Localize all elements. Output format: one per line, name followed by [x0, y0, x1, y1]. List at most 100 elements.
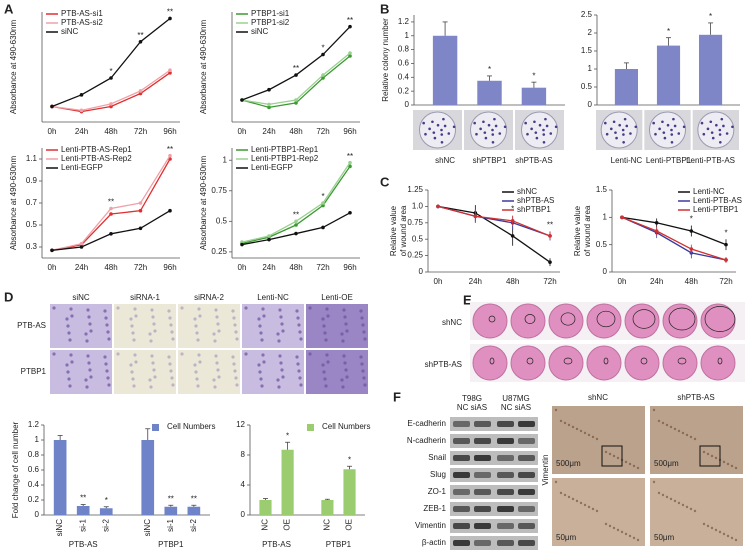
cell [296, 362, 300, 366]
column-label: shPTB-AS [677, 393, 714, 402]
panel-label: F [393, 389, 401, 404]
stain [612, 526, 616, 530]
stain [591, 435, 595, 439]
stain [575, 499, 579, 503]
point [168, 71, 172, 75]
colony [483, 131, 487, 134]
stain [661, 421, 665, 425]
y-axis-label: Absorbance at 490-630nm [9, 156, 18, 251]
x-tick-label: 72h [316, 127, 329, 136]
bar [656, 45, 681, 105]
stain [677, 501, 681, 505]
tumor [563, 357, 573, 365]
legend-label: Lenti-PTBP1-Rep2 [251, 154, 319, 163]
cell [344, 368, 348, 372]
stain [628, 462, 632, 466]
cell [148, 378, 152, 382]
y-tick-label: 0.4 [28, 480, 40, 489]
band [474, 540, 491, 546]
legend-label: Lenti-PTB-AS [693, 196, 742, 205]
cell [107, 383, 111, 387]
bar [187, 506, 201, 515]
stain [689, 435, 693, 439]
panel-label: B [380, 1, 389, 16]
cell [326, 360, 330, 364]
cell [148, 332, 152, 336]
column-label: Lenti-OE [321, 293, 353, 302]
cell [258, 324, 262, 328]
brain-slice [662, 303, 698, 339]
cell [130, 370, 134, 374]
legend-swatch [307, 424, 314, 431]
tumor [489, 357, 495, 365]
cell [150, 308, 154, 312]
colony [604, 121, 607, 125]
significance: ** [347, 152, 353, 161]
blot-strip [450, 468, 538, 482]
y-axis-label: of wound area [583, 205, 592, 256]
point [138, 89, 143, 93]
cell [280, 368, 284, 372]
stain [681, 503, 685, 507]
micrograph [114, 350, 176, 394]
bar [521, 87, 547, 105]
cell [359, 355, 363, 359]
tumor [717, 357, 723, 365]
cell [66, 324, 70, 328]
stain [587, 433, 591, 437]
point [548, 234, 552, 238]
cell [131, 377, 135, 381]
cell [277, 385, 281, 389]
cell [198, 360, 202, 364]
x-tick-label: shPTB-AS [515, 156, 552, 165]
legend-label: Cell Numbers [167, 422, 215, 431]
colony [612, 120, 616, 124]
point [436, 204, 440, 209]
colony [654, 132, 657, 136]
band [474, 489, 491, 495]
point [79, 93, 84, 97]
cell [257, 317, 261, 321]
cell [153, 375, 157, 379]
blot-strip [450, 502, 538, 516]
point [168, 208, 172, 213]
protein: E-cadherin [407, 419, 446, 428]
stain [693, 509, 697, 513]
y-tick-label: 0.5 [412, 234, 424, 243]
band [453, 421, 470, 427]
stain [636, 466, 640, 470]
cell [84, 332, 88, 336]
point [267, 102, 271, 107]
cell [197, 353, 201, 357]
stain [587, 505, 591, 509]
y-tick-label: 0.6 [398, 59, 410, 68]
stain [665, 495, 669, 499]
y-tick-label: 4 [241, 480, 246, 489]
stain [604, 522, 608, 526]
colony [622, 141, 625, 144]
colony [622, 133, 625, 136]
y-axis-label: Relative value [573, 205, 582, 256]
y-tick-label: 0 [603, 267, 608, 276]
blot-strip [450, 417, 538, 431]
colony [731, 125, 734, 129]
micrograph [552, 478, 645, 546]
colony [670, 133, 674, 136]
legend-label: Lenti-PTB-AS-Rep1 [61, 145, 132, 154]
micrograph [552, 406, 645, 474]
cell [170, 330, 174, 334]
cell [232, 316, 236, 320]
band [474, 523, 491, 529]
cell [152, 322, 156, 326]
cell [134, 360, 138, 364]
colony [652, 121, 655, 125]
colony [722, 124, 725, 128]
micrograph [178, 350, 240, 394]
series-line [241, 162, 351, 243]
stain [567, 423, 571, 427]
cell [167, 309, 171, 313]
cell [195, 377, 199, 381]
cell [324, 384, 328, 388]
colony [618, 123, 621, 127]
y-tick-label: 0 [419, 267, 424, 276]
